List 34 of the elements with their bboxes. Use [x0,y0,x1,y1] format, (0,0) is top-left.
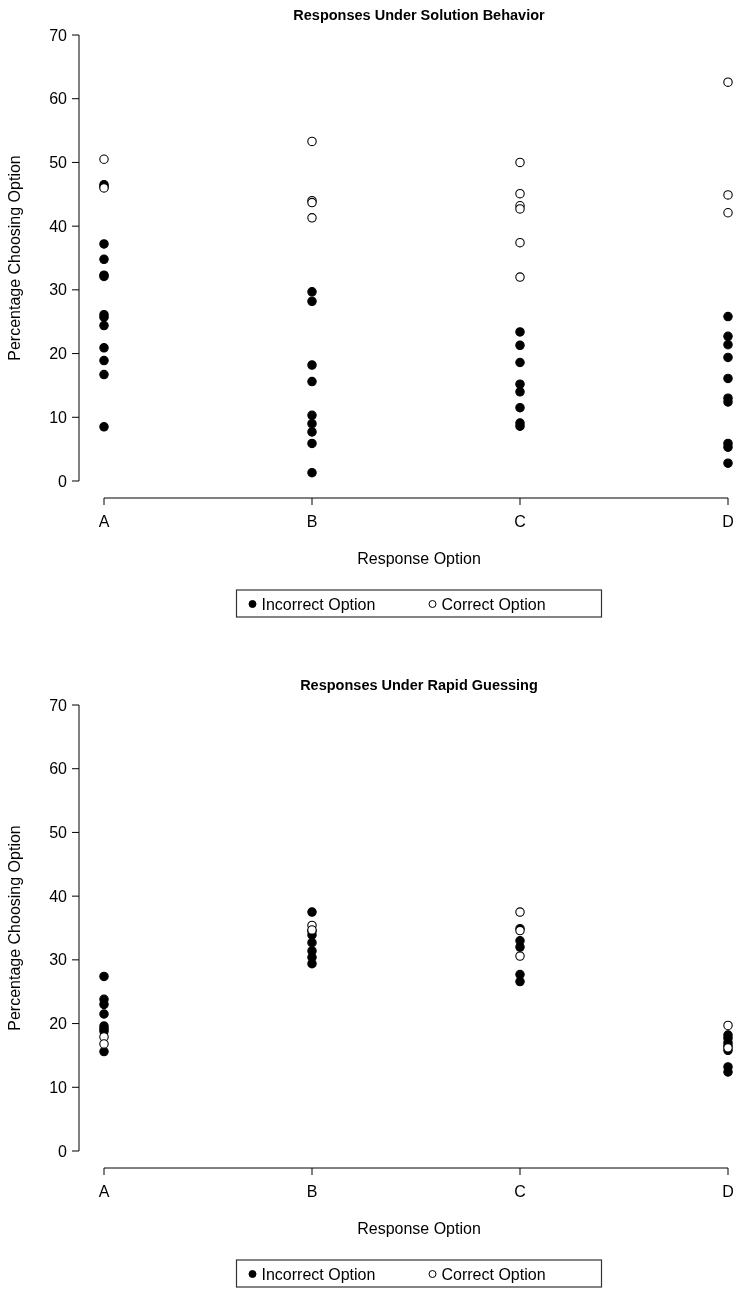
legend-label: Incorrect Option [261,595,376,613]
x-axis-title: Response Option [357,549,481,567]
x-tick-label: A [98,512,110,530]
y-axis-title: Percentage Choosing Option [6,155,23,361]
chart-title: Responses Under Rapid Guessing [300,677,538,693]
y-tick-label: 10 [49,1078,68,1096]
x-tick-label: C [514,512,526,530]
y-tick-label: 30 [49,951,68,969]
y-tick-label: 70 [49,696,68,714]
x-tick-label: A [98,1182,110,1200]
x-axis-title: Response Option [357,1219,481,1237]
x-tick-label: D [722,1182,734,1200]
x-tick-label: C [514,1182,526,1200]
x-tick-label: D [722,512,734,530]
y-tick-label: 50 [49,154,68,172]
legend-label: Correct Option [441,1265,546,1283]
y-tick-label: 20 [49,1015,68,1033]
y-tick-label: 70 [49,26,68,44]
x-tick-label: B [306,512,318,530]
y-tick-label: 50 [49,824,68,842]
legend-label: Incorrect Option [261,1265,376,1283]
y-tick-label: 60 [49,760,68,778]
y-axis-title: Percentage Choosing Option [6,825,23,1031]
y-tick-label: 0 [58,1142,68,1160]
legend-label: Correct Option [441,595,546,613]
y-tick-label: 30 [49,281,68,299]
chart-title: Responses Under Solution Behavior [293,7,546,23]
y-tick-label: 0 [58,472,68,490]
y-tick-label: 40 [49,217,68,235]
x-tick-label: B [306,1182,318,1200]
y-tick-label: 20 [49,345,68,363]
y-tick-label: 10 [49,408,68,426]
y-tick-label: 60 [49,90,68,108]
y-tick-label: 40 [49,887,68,905]
